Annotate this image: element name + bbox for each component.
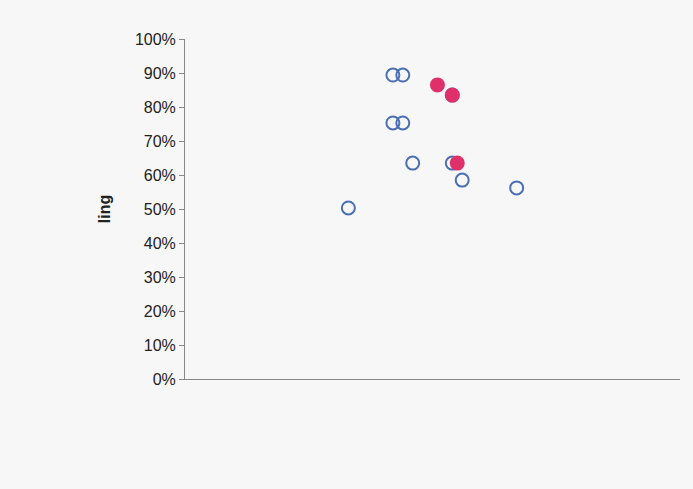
svg-text:ling: ling bbox=[96, 195, 113, 223]
svg-text:50%: 50% bbox=[144, 201, 176, 218]
svg-text:30%: 30% bbox=[144, 269, 176, 286]
svg-text:40%: 40% bbox=[144, 235, 176, 252]
svg-text:0%: 0% bbox=[153, 371, 176, 388]
svg-text:80%: 80% bbox=[144, 99, 176, 116]
svg-text:70%: 70% bbox=[144, 133, 176, 150]
svg-text:20%: 20% bbox=[144, 303, 176, 320]
svg-text:10%: 10% bbox=[144, 337, 176, 354]
svg-text:60%: 60% bbox=[144, 167, 176, 184]
svg-text:90%: 90% bbox=[144, 65, 176, 82]
svg-text:100%: 100% bbox=[135, 31, 176, 48]
